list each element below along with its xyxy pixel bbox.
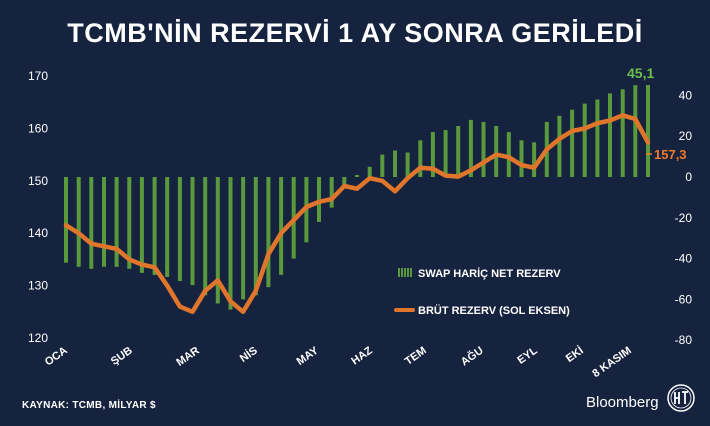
bar xyxy=(64,177,68,263)
legend-bar-swatch xyxy=(407,268,409,277)
bar xyxy=(329,177,334,208)
bar xyxy=(203,177,208,296)
bar xyxy=(317,177,321,222)
x-axis-tick-label: TEM xyxy=(403,345,429,368)
bar xyxy=(633,85,638,177)
bar xyxy=(646,85,650,177)
bar xyxy=(266,177,271,288)
right-axis-tick-label: -80 xyxy=(675,333,693,347)
bar xyxy=(494,126,499,177)
legend-bar-swatch xyxy=(401,268,403,277)
legend-bar-swatch xyxy=(398,268,400,277)
legend-label-bars: SWAP HARİÇ NET REZERV xyxy=(418,267,561,280)
bar xyxy=(481,121,486,177)
right-axis-tick-label: 20 xyxy=(679,129,693,143)
legend-bar-swatch xyxy=(404,268,406,277)
annotations: 45,1 157,3 xyxy=(627,65,687,162)
bar xyxy=(127,177,132,269)
bar xyxy=(241,177,246,300)
brand-name: Bloomberg xyxy=(586,394,659,411)
bar-last-value-label: 45,1 xyxy=(627,65,654,81)
x-axis-tick-label: MAY xyxy=(295,344,322,368)
bar xyxy=(405,152,410,177)
bar xyxy=(114,177,119,267)
right-axis-tick-label: -40 xyxy=(675,252,693,266)
left-axis-tick-label: 170 xyxy=(28,69,48,83)
x-axis-tick-label: EYL xyxy=(515,344,540,366)
legend: SWAP HARİÇ NET REZERV BRÜT REZERV (SOL EK… xyxy=(394,267,570,317)
bar xyxy=(152,177,157,275)
line-last-value-label: 157,3 xyxy=(654,147,687,162)
x-axis-tick-label: AĞU xyxy=(458,344,486,369)
right-axis-tick-label: -60 xyxy=(675,292,693,306)
bar xyxy=(215,177,220,304)
bar xyxy=(228,177,233,310)
bar xyxy=(76,177,81,267)
bar xyxy=(570,109,575,177)
left-axis: 120 130 140 150 160 170 xyxy=(28,69,48,345)
right-axis-tick-label: 0 xyxy=(685,170,692,184)
left-axis-tick-label: 140 xyxy=(28,226,48,240)
bar xyxy=(165,177,170,277)
x-axis: OCA ŞUB MAR NİS MAY HAZ TEM AĞU EYL EKİ 8 KASIM xyxy=(43,344,634,380)
bar xyxy=(532,142,537,177)
bar xyxy=(595,99,600,177)
bar xyxy=(443,130,448,177)
bar xyxy=(393,150,397,177)
bar xyxy=(342,177,347,186)
x-axis-tick-label: HAZ xyxy=(349,344,375,367)
bar xyxy=(506,132,511,177)
bar xyxy=(355,175,359,177)
bloomberg-ht-logo xyxy=(667,384,695,412)
x-axis-tick-label: 8 KASIM xyxy=(590,345,633,380)
bar xyxy=(582,103,587,177)
bar xyxy=(177,177,182,281)
x-axis-tick-label: EKİ xyxy=(563,344,585,365)
bar xyxy=(253,177,258,296)
x-axis-tick-label: MAR xyxy=(174,345,201,369)
bar xyxy=(468,119,473,177)
bar xyxy=(139,177,144,273)
right-axis-tick-label: 40 xyxy=(679,88,693,102)
bar xyxy=(89,177,94,269)
line-series xyxy=(63,113,651,315)
x-axis-tick-label: ŞUB xyxy=(109,345,135,368)
bar xyxy=(190,177,195,286)
x-axis-tick-label: OCA xyxy=(43,345,70,369)
x-axis-tick-label: NİS xyxy=(237,344,259,365)
left-axis-tick-label: 130 xyxy=(28,279,48,293)
bar-series xyxy=(64,85,650,310)
bar xyxy=(418,140,423,177)
source-note: KAYNAK: TCMB, MİLYAR $ xyxy=(22,400,156,411)
bar xyxy=(279,177,284,275)
left-axis-tick-label: 160 xyxy=(28,121,48,135)
left-axis-tick-label: 120 xyxy=(28,331,48,345)
bar xyxy=(608,93,612,177)
chart-title: TCMB'NİN REZERVİ 1 AY SONRA GERİLEDİ xyxy=(67,18,643,48)
right-axis-tick-label: -20 xyxy=(675,211,693,225)
legend-bar-swatch xyxy=(410,268,412,277)
bar xyxy=(102,177,106,267)
legend-label-line: BRÜT REZERV (SOL EKSEN) xyxy=(418,304,570,317)
bar xyxy=(557,115,562,177)
bar xyxy=(430,132,435,177)
bar xyxy=(380,154,385,177)
bar xyxy=(620,89,625,177)
left-axis-tick-label: 150 xyxy=(28,174,48,188)
bar xyxy=(456,126,461,177)
line-path xyxy=(63,113,651,315)
right-axis: -80 -60 -40 -20 0 20 40 xyxy=(675,88,693,347)
bar xyxy=(367,166,372,177)
bar xyxy=(519,140,524,177)
